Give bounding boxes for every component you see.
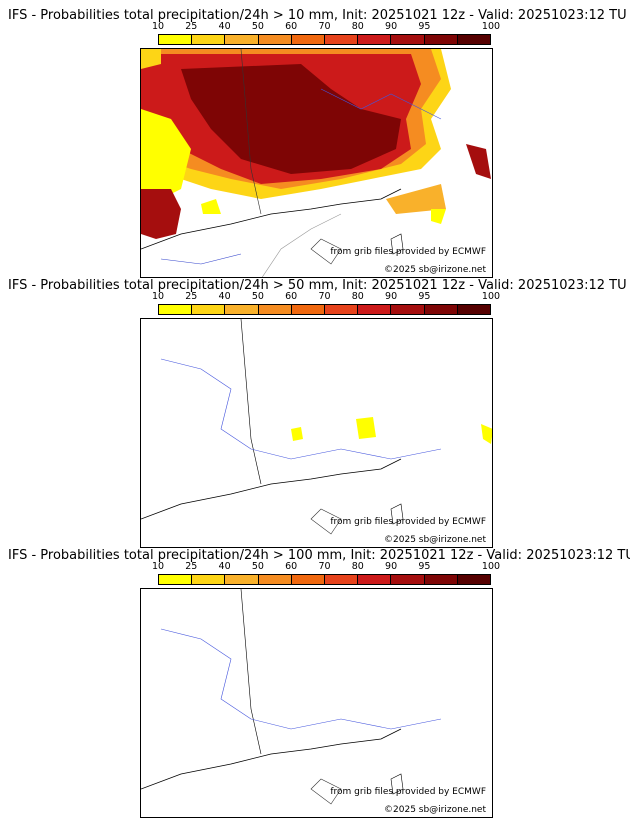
colorbar-segment — [325, 305, 359, 314]
tick-label: 100 — [481, 21, 501, 32]
tick-label: 50 — [251, 561, 264, 572]
tick-label: 70 — [318, 291, 331, 302]
tick-label: 100 — [481, 291, 501, 302]
tick-label: 90 — [385, 561, 398, 572]
tick-label: 90 — [385, 291, 398, 302]
tick-label: 90 — [385, 21, 398, 32]
panel-10mm: IFS - Probabilities total precipitation/… — [0, 0, 630, 278]
panel-title: IFS - Probabilities total precipitation/… — [8, 278, 627, 293]
colorbar-segment — [258, 35, 292, 44]
colorbar-segment — [457, 575, 491, 584]
source-credit: from grib files provided by ECMWF — [330, 787, 486, 797]
colorbar-ticks: 10 25 40 50 60 70 80 90 95 100 — [152, 21, 500, 33]
map-graphic — [141, 49, 491, 277]
colorbar-segment — [358, 35, 392, 44]
colorbar-ticks: 10 25 40 50 60 70 80 90 95 100 — [152, 561, 500, 573]
colorbar-segment — [159, 305, 193, 314]
map-graphic — [141, 319, 492, 535]
colorbar-segment — [391, 35, 425, 44]
colorbar-segment — [391, 305, 425, 314]
colorbar-segment — [159, 35, 193, 44]
colorbar-segment — [291, 305, 326, 314]
map-graphic — [141, 589, 442, 805]
source-credit: from grib files provided by ECMWF — [330, 517, 486, 527]
copyright: ©2025 sb@irizone.net — [384, 535, 486, 545]
tick-label: 40 — [218, 561, 231, 572]
colorbar-segment — [225, 305, 259, 314]
colorbar-segment — [192, 575, 226, 584]
colorbar-segment — [225, 35, 259, 44]
colorbar-segment — [258, 575, 292, 584]
colorbar-segment — [424, 575, 458, 584]
tick-label: 10 — [151, 291, 165, 302]
tick-label: 25 — [185, 291, 198, 302]
tick-label: 10 — [151, 561, 165, 572]
tick-label: 95 — [418, 561, 431, 572]
colorbar-segment — [457, 305, 491, 314]
colorbar-segment — [192, 35, 226, 44]
source-credit: from grib files provided by ECMWF — [330, 247, 486, 257]
tick-label: 50 — [251, 21, 264, 32]
colorbar-segment — [358, 575, 392, 584]
colorbar-segment — [325, 35, 359, 44]
panel-title: IFS - Probabilities total precipitation/… — [8, 548, 630, 563]
colorbar-ticks: 10 25 40 50 60 70 80 90 95 100 — [152, 291, 500, 303]
colorbar-segment — [159, 575, 193, 584]
panel-50mm: IFS - Probabilities total precipitation/… — [0, 270, 630, 548]
colorbar-segment — [391, 575, 425, 584]
probability-map: from grib files provided by ECMWF ©2025 … — [140, 48, 493, 278]
colorbar-segment — [457, 35, 491, 44]
tick-label: 70 — [318, 561, 331, 572]
colorbar-segment — [291, 35, 326, 44]
tick-label: 50 — [251, 291, 264, 302]
tick-label: 70 — [318, 21, 331, 32]
colorbar — [158, 34, 491, 45]
colorbar — [158, 574, 491, 585]
copyright: ©2025 sb@irizone.net — [384, 805, 486, 815]
tick-label: 40 — [218, 291, 231, 302]
tick-label: 40 — [218, 21, 231, 32]
tick-label: 25 — [185, 561, 198, 572]
tick-label: 95 — [418, 21, 431, 32]
tick-label: 60 — [285, 21, 298, 32]
tick-label: 10 — [151, 21, 165, 32]
colorbar-segment — [225, 575, 259, 584]
colorbar — [158, 304, 491, 315]
copyright: ©2025 sb@irizone.net — [384, 265, 486, 275]
tick-label: 60 — [285, 291, 298, 302]
colorbar-segment — [192, 305, 226, 314]
colorbar-segment — [325, 575, 359, 584]
tick-label: 25 — [185, 21, 198, 32]
colorbar-segment — [358, 305, 392, 314]
panel-100mm: IFS - Probabilities total precipitation/… — [0, 540, 630, 818]
colorbar-segment — [258, 305, 292, 314]
probability-map: from grib files provided by ECMWF ©2025 … — [140, 588, 493, 818]
tick-label: 80 — [351, 21, 364, 32]
tick-label: 80 — [351, 561, 364, 572]
tick-label: 100 — [481, 561, 501, 572]
panel-title: IFS - Probabilities total precipitation/… — [8, 8, 627, 23]
colorbar-segment — [424, 305, 458, 314]
colorbar-segment — [424, 35, 458, 44]
tick-label: 80 — [351, 291, 364, 302]
tick-label: 60 — [285, 561, 298, 572]
colorbar-segment — [291, 575, 326, 584]
probability-map: from grib files provided by ECMWF ©2025 … — [140, 318, 493, 548]
tick-label: 95 — [418, 291, 431, 302]
